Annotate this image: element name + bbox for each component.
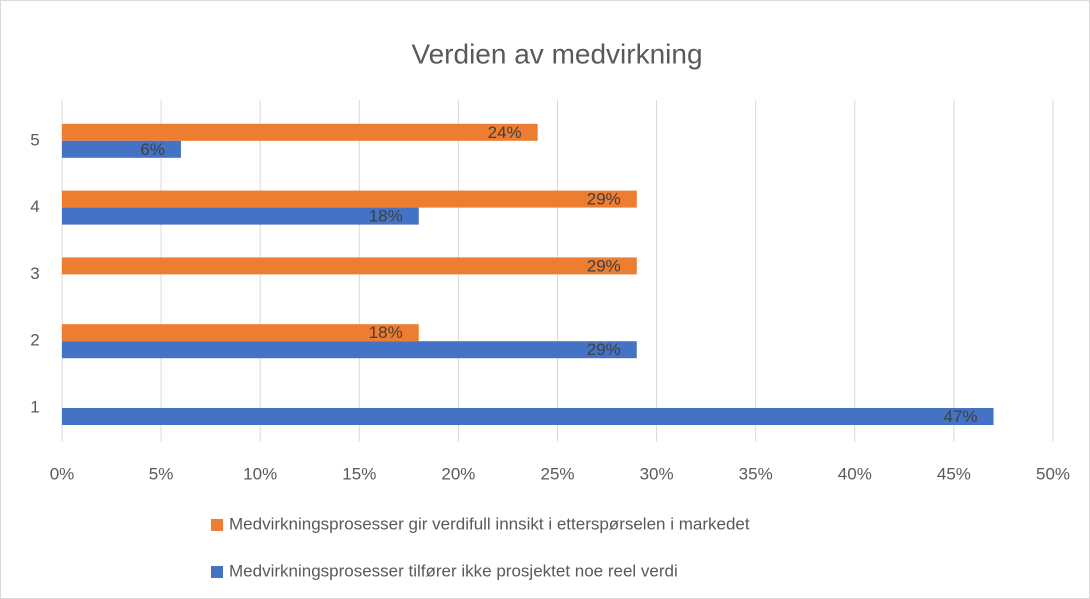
data-label: 47% [944, 407, 978, 426]
x-tick-label: 5% [149, 464, 174, 483]
x-tick-label: 15% [342, 464, 376, 483]
data-label: 29% [587, 256, 621, 275]
x-tick-label: 10% [243, 464, 277, 483]
data-label: 29% [587, 340, 621, 359]
y-tick-label: 4 [30, 197, 39, 216]
x-tick-label: 30% [640, 464, 674, 483]
y-tick-label: 2 [30, 331, 39, 350]
x-tick-label: 40% [838, 464, 872, 483]
bar [62, 140, 181, 158]
bar [62, 257, 637, 275]
x-tick-label: 35% [739, 464, 773, 483]
data-label: 29% [587, 190, 621, 209]
bar [62, 324, 419, 342]
y-tick-label: 3 [30, 264, 39, 283]
y-tick-label: 1 [30, 397, 39, 416]
bar [62, 123, 538, 141]
legend-swatch [211, 519, 223, 531]
legend-label: Medvirkningsprosesser gir verdifull inns… [229, 514, 750, 533]
data-label: 18% [369, 323, 403, 342]
x-tick-label: 20% [441, 464, 475, 483]
bar [62, 190, 637, 208]
chart-title: Verdien av medvirkning [411, 38, 702, 69]
x-tick-label: 25% [540, 464, 574, 483]
data-label: 18% [369, 207, 403, 226]
x-tick-label: 0% [50, 464, 75, 483]
data-label: 24% [488, 123, 522, 142]
data-label: 6% [140, 140, 165, 159]
bar [62, 408, 994, 425]
legend-swatch [211, 566, 223, 578]
legend-label: Medvirkningsprosesser tilfører ikke pros… [229, 561, 678, 580]
x-tick-label: 50% [1036, 464, 1070, 483]
x-tick-label: 45% [937, 464, 971, 483]
bar [62, 341, 637, 359]
bar [62, 207, 419, 225]
y-tick-label: 5 [30, 130, 39, 149]
